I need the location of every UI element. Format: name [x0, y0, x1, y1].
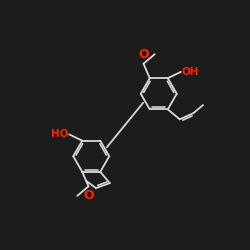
- Text: O: O: [138, 48, 149, 62]
- Text: OH: OH: [182, 67, 199, 77]
- Text: HO: HO: [51, 130, 68, 140]
- Text: O: O: [83, 188, 94, 202]
